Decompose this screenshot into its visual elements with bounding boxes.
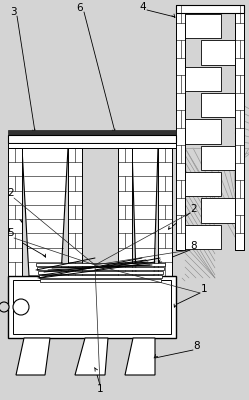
Circle shape <box>13 299 29 315</box>
Bar <box>201 93 235 117</box>
Bar <box>235 5 244 250</box>
Bar <box>185 67 221 91</box>
Bar <box>8 143 176 148</box>
Text: 6: 6 <box>77 3 83 13</box>
Text: 5: 5 <box>7 228 13 238</box>
Bar <box>38 271 163 274</box>
Polygon shape <box>125 338 155 375</box>
Bar <box>118 148 132 276</box>
Bar <box>185 225 221 249</box>
Bar <box>36 263 165 266</box>
Polygon shape <box>22 148 68 276</box>
Bar <box>40 279 161 282</box>
Text: 1: 1 <box>201 284 207 294</box>
Text: 2: 2 <box>191 204 197 214</box>
Text: 1: 1 <box>97 384 103 394</box>
Bar <box>37 267 164 270</box>
Polygon shape <box>132 148 158 276</box>
Bar <box>176 5 185 250</box>
Text: 8: 8 <box>191 241 197 251</box>
Bar <box>201 146 235 170</box>
Bar <box>185 172 221 196</box>
Text: 2: 2 <box>8 188 14 198</box>
Text: 8: 8 <box>194 341 200 351</box>
Bar <box>8 148 22 276</box>
Polygon shape <box>16 338 50 375</box>
Bar <box>8 135 176 143</box>
Text: 4: 4 <box>140 2 146 12</box>
Bar <box>8 276 176 338</box>
Bar <box>8 130 176 135</box>
Polygon shape <box>75 338 108 375</box>
Bar <box>176 5 244 13</box>
Circle shape <box>0 302 9 312</box>
Bar <box>39 275 162 278</box>
Bar <box>185 119 221 144</box>
Bar <box>185 14 221 38</box>
Bar <box>13 280 171 334</box>
Bar <box>201 40 235 65</box>
Bar <box>68 148 82 276</box>
Bar <box>158 148 172 276</box>
Text: 3: 3 <box>10 7 16 17</box>
Bar <box>201 198 235 223</box>
